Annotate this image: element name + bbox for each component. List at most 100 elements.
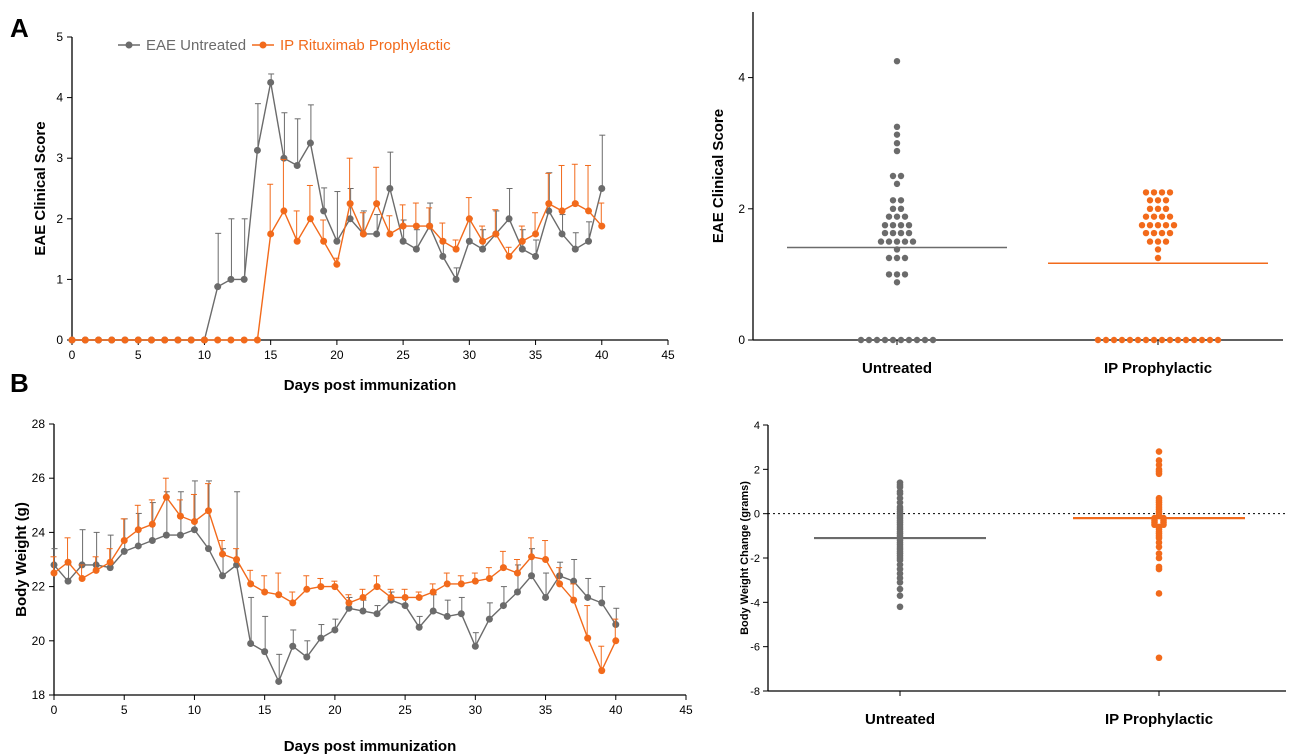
untreated-data-dot xyxy=(889,222,897,229)
untreated-data-point xyxy=(359,607,367,615)
untreated-legend-marker xyxy=(125,41,133,49)
untreated-data-point xyxy=(120,547,128,555)
untreated-data-dot xyxy=(913,336,921,344)
treated-data-point xyxy=(176,512,184,520)
untreated-data-point xyxy=(227,275,235,283)
treated-data-point xyxy=(399,222,407,230)
treated-data-point xyxy=(267,230,275,238)
untreated-data-dot xyxy=(897,197,905,204)
treated-data-dot xyxy=(1118,336,1126,344)
untreated-data-point xyxy=(345,604,353,612)
untreated-data-point xyxy=(293,161,301,169)
treated-data-point xyxy=(499,564,507,572)
untreated-data-point xyxy=(570,577,578,585)
treated-legend-label: IP Rituximab Prophylactic xyxy=(280,37,451,54)
untreated-data-dot xyxy=(901,254,909,262)
untreated-data-dot xyxy=(893,279,901,286)
untreated-data-point xyxy=(275,677,283,685)
untreated-data-point xyxy=(261,648,269,656)
untreated-data-dot xyxy=(901,238,909,245)
untreated-data-point xyxy=(289,642,297,650)
untreated-data-point xyxy=(190,526,198,534)
treated-data-dot xyxy=(1146,222,1154,229)
untreated-legend-label: EAE Untreated xyxy=(146,37,246,54)
treated-data-point xyxy=(373,583,381,591)
treated-data-point xyxy=(528,553,536,561)
treated-data-point xyxy=(148,520,156,528)
treated-data-point xyxy=(612,637,620,645)
treated-data-point xyxy=(387,593,395,601)
treated-data-dot xyxy=(1162,197,1170,204)
panel-label-b: B xyxy=(10,368,29,398)
treated-data-point xyxy=(465,215,473,223)
treated-data-dot xyxy=(1166,213,1174,220)
treated-data-dot xyxy=(1158,213,1166,220)
untreated-data-dot xyxy=(885,238,893,245)
untreated-data-dot xyxy=(877,238,885,245)
untreated-data-dot xyxy=(897,172,905,180)
treated-data-point xyxy=(174,336,182,344)
treated-data-dot xyxy=(1155,565,1163,573)
treated-data-point xyxy=(598,667,606,675)
treated-data-point xyxy=(359,593,367,601)
untreated-data-point xyxy=(253,146,261,154)
treated-data-point xyxy=(415,593,423,601)
treated-data-dot xyxy=(1155,554,1163,562)
treated-data-dot xyxy=(1150,229,1158,237)
untreated-data-point xyxy=(306,139,314,147)
treated-data-dot xyxy=(1214,336,1222,344)
untreated-data-point xyxy=(373,610,381,618)
treated-data-dot xyxy=(1126,336,1134,344)
untreated-data-dot xyxy=(897,336,905,344)
untreated-data-dot xyxy=(929,336,937,344)
untreated-data-dot xyxy=(889,336,897,344)
treated-data-point xyxy=(134,336,142,344)
x-tick-label: 35 xyxy=(539,703,553,717)
x-axis-title: Days post immunization xyxy=(284,377,457,394)
y-tick-label: 1 xyxy=(56,272,63,286)
treated-data-point xyxy=(94,336,102,344)
y-tick-label: 22 xyxy=(32,580,46,594)
untreated-data-point xyxy=(598,185,606,192)
treated-data-point xyxy=(598,222,606,230)
untreated-data-point xyxy=(247,640,255,648)
treated-data-point xyxy=(412,222,420,230)
panel-label-a: A xyxy=(10,13,29,43)
untreated-data-dot xyxy=(896,592,904,599)
untreated-data-dot xyxy=(893,271,901,278)
untreated-data-dot xyxy=(889,229,897,237)
untreated-data-dot xyxy=(857,336,865,344)
treated-data-point xyxy=(452,245,460,253)
x-tick-label: 30 xyxy=(469,703,483,717)
y-tick-label: -4 xyxy=(750,597,760,609)
untreated-data-point xyxy=(584,593,592,601)
x-tick-label: 10 xyxy=(198,348,212,362)
x-tick-label: 0 xyxy=(69,348,76,362)
treated-data-dot xyxy=(1142,336,1150,344)
untreated-data-point xyxy=(373,230,381,238)
untreated-data-point xyxy=(532,252,540,260)
x-tick-label: 15 xyxy=(264,348,278,362)
treated-data-dot xyxy=(1158,229,1166,237)
untreated-data-point xyxy=(443,612,451,620)
treated-data-point xyxy=(518,237,526,245)
treated-data-point xyxy=(187,336,195,344)
treated-data-point xyxy=(162,493,170,501)
y-axis-title: Body Weight Change (grams) xyxy=(739,481,751,635)
untreated-data-dot xyxy=(893,131,901,138)
treated-data-point xyxy=(50,569,58,577)
untreated-data-point xyxy=(134,542,142,550)
y-tick-label: 0 xyxy=(56,333,63,347)
untreated-data-point xyxy=(439,252,447,260)
treated-data-point xyxy=(320,237,328,245)
treated-data-dot xyxy=(1158,189,1166,196)
y-tick-label: -8 xyxy=(750,686,760,698)
treated-data-point xyxy=(359,230,367,238)
treated-data-dot xyxy=(1158,336,1166,344)
treated-data-point xyxy=(558,207,566,215)
treated-data-point xyxy=(303,585,311,593)
treated-data-dot xyxy=(1102,336,1110,344)
untreated-data-dot xyxy=(909,238,917,245)
body-weight-time-course-chart: 0 5 10 15 20 25 30 35 40 45 18 20 22 24 26 28 Days post … xyxy=(13,417,693,755)
treated-data-dot xyxy=(1094,336,1102,344)
